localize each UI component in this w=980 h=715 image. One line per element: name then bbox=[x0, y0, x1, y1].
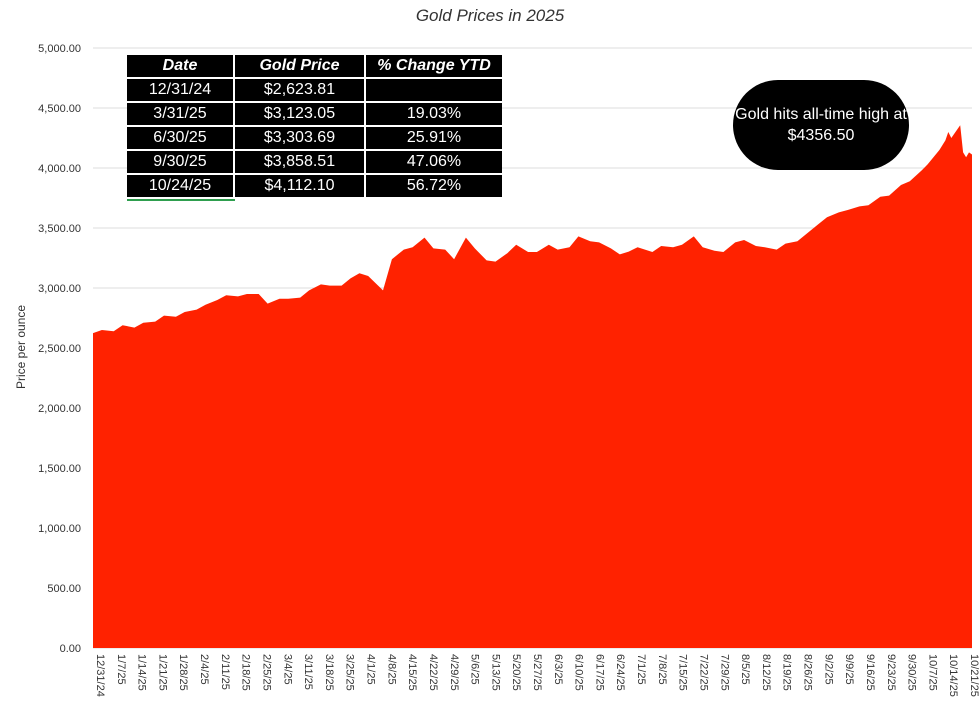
y-tick-label: 3,500.00 bbox=[38, 223, 81, 235]
x-tick-label: 2/11/25 bbox=[219, 654, 231, 690]
table-underline bbox=[127, 199, 235, 201]
x-tick-label: 3/18/25 bbox=[323, 654, 335, 691]
x-tick-label: 5/20/25 bbox=[510, 654, 522, 691]
table-row: 9/30/25 $3,858.51 47.06% bbox=[127, 151, 502, 175]
y-tick-label: 1,500.00 bbox=[38, 463, 81, 475]
table-row: 6/30/25 $3,303.69 25.91% bbox=[127, 127, 502, 151]
x-tick-label: 1/7/25 bbox=[115, 654, 127, 685]
x-tick-label: 8/19/25 bbox=[781, 654, 793, 691]
header-change-ytd: % Change YTD bbox=[366, 55, 502, 79]
x-tick-label: 8/12/25 bbox=[760, 654, 772, 691]
y-tick-label: 2,000.00 bbox=[38, 403, 81, 415]
cell-date: 9/30/25 bbox=[127, 151, 235, 175]
x-tick-label: 4/29/25 bbox=[448, 654, 460, 691]
x-tick-label: 9/2/25 bbox=[822, 654, 834, 685]
x-tick-label: 1/28/25 bbox=[177, 654, 189, 691]
x-tick-label: 2/18/25 bbox=[240, 654, 252, 691]
y-tick-label: 4,500.00 bbox=[38, 103, 81, 115]
y-tick-label: 0.00 bbox=[60, 643, 81, 655]
x-tick-label: 5/27/25 bbox=[531, 654, 543, 691]
header-date: Date bbox=[127, 55, 235, 79]
x-tick-label: 5/13/25 bbox=[489, 654, 501, 691]
table-header-row: Date Gold Price % Change YTD bbox=[127, 55, 502, 79]
y-tick-label: 500.00 bbox=[47, 583, 81, 595]
x-tick-label: 7/1/25 bbox=[635, 654, 647, 685]
x-tick-label: 6/24/25 bbox=[614, 654, 626, 691]
x-tick-label: 6/17/25 bbox=[593, 654, 605, 691]
x-tick-label: 7/8/25 bbox=[656, 654, 668, 685]
x-tick-label: 9/23/25 bbox=[885, 654, 897, 691]
all-time-high-callout: Gold hits all-time high at $4356.50 bbox=[733, 80, 909, 170]
header-gold-price: Gold Price bbox=[235, 55, 366, 79]
price-summary-table: Date Gold Price % Change YTD 12/31/24 $2… bbox=[127, 55, 502, 197]
x-tick-label: 10/7/25 bbox=[926, 654, 938, 691]
cell-date: 3/31/25 bbox=[127, 103, 235, 127]
x-tick-label: 8/5/25 bbox=[739, 654, 751, 685]
x-tick-label: 3/4/25 bbox=[281, 654, 293, 685]
x-tick-label: 3/11/25 bbox=[302, 654, 314, 690]
cell-change bbox=[366, 79, 502, 103]
x-tick-label: 7/15/25 bbox=[677, 654, 689, 691]
x-tick-label: 4/8/25 bbox=[385, 654, 397, 685]
x-tick-label: 9/16/25 bbox=[864, 654, 876, 691]
cell-price: $3,303.69 bbox=[235, 127, 366, 151]
x-tick-label: 4/15/25 bbox=[406, 654, 418, 691]
y-tick-label: 4,000.00 bbox=[38, 163, 81, 175]
table-row: 10/24/25 $4,112.10 56.72% bbox=[127, 175, 502, 197]
chart-title: Gold Prices in 2025 bbox=[415, 6, 565, 25]
x-tick-label: 4/22/25 bbox=[427, 654, 439, 691]
y-axis-label: Price per ounce bbox=[14, 304, 28, 390]
x-tick-label: 1/14/25 bbox=[136, 654, 148, 691]
x-tick-label: 10/14/25 bbox=[947, 654, 959, 697]
gold-price-area bbox=[93, 125, 972, 648]
table-row: 12/31/24 $2,623.81 bbox=[127, 79, 502, 103]
x-tick-label: 5/6/25 bbox=[469, 654, 481, 685]
cell-change: 47.06% bbox=[366, 151, 502, 175]
y-tick-label: 1,000.00 bbox=[38, 523, 81, 535]
y-tick-label: 3,000.00 bbox=[38, 283, 81, 295]
x-axis-ticks: 12/31/24 1/7/25 1/14/25 1/21/25 1/28/25 2/4/2… bbox=[94, 654, 980, 697]
y-tick-label: 2,500.00 bbox=[38, 343, 81, 355]
x-tick-label: 12/31/24 bbox=[94, 654, 106, 697]
cell-date: 10/24/25 bbox=[127, 175, 235, 197]
x-tick-label: 8/26/25 bbox=[802, 654, 814, 691]
x-tick-label: 2/25/25 bbox=[260, 654, 272, 691]
x-tick-label: 7/22/25 bbox=[697, 654, 709, 691]
cell-change: 25.91% bbox=[366, 127, 502, 151]
x-tick-label: 2/4/25 bbox=[198, 654, 210, 685]
cell-price: $3,123.05 bbox=[235, 103, 366, 127]
table-row: 3/31/25 $3,123.05 19.03% bbox=[127, 103, 502, 127]
x-tick-label: 1/21/25 bbox=[156, 654, 168, 691]
cell-change: 56.72% bbox=[366, 175, 502, 197]
y-tick-label: 5,000.00 bbox=[38, 43, 81, 55]
x-tick-label: 7/29/25 bbox=[718, 654, 730, 691]
cell-price: $3,858.51 bbox=[235, 151, 366, 175]
cell-date: 6/30/25 bbox=[127, 127, 235, 151]
cell-price: $2,623.81 bbox=[235, 79, 366, 103]
x-tick-label: 9/9/25 bbox=[843, 654, 855, 685]
cell-price: $4,112.10 bbox=[235, 175, 366, 197]
x-tick-label: 6/10/25 bbox=[573, 654, 585, 691]
cell-change: 19.03% bbox=[366, 103, 502, 127]
x-tick-label: 9/30/25 bbox=[906, 654, 918, 691]
y-axis-ticks: 5,000.00 4,500.00 4,000.00 3,500.00 3,000.00… bbox=[38, 43, 81, 655]
x-tick-label: 10/21/25 bbox=[968, 654, 980, 697]
x-tick-label: 6/3/25 bbox=[552, 654, 564, 685]
cell-date: 12/31/24 bbox=[127, 79, 235, 103]
area-series bbox=[93, 125, 972, 648]
x-tick-label: 4/1/25 bbox=[365, 654, 377, 685]
x-tick-label: 3/25/25 bbox=[344, 654, 356, 691]
